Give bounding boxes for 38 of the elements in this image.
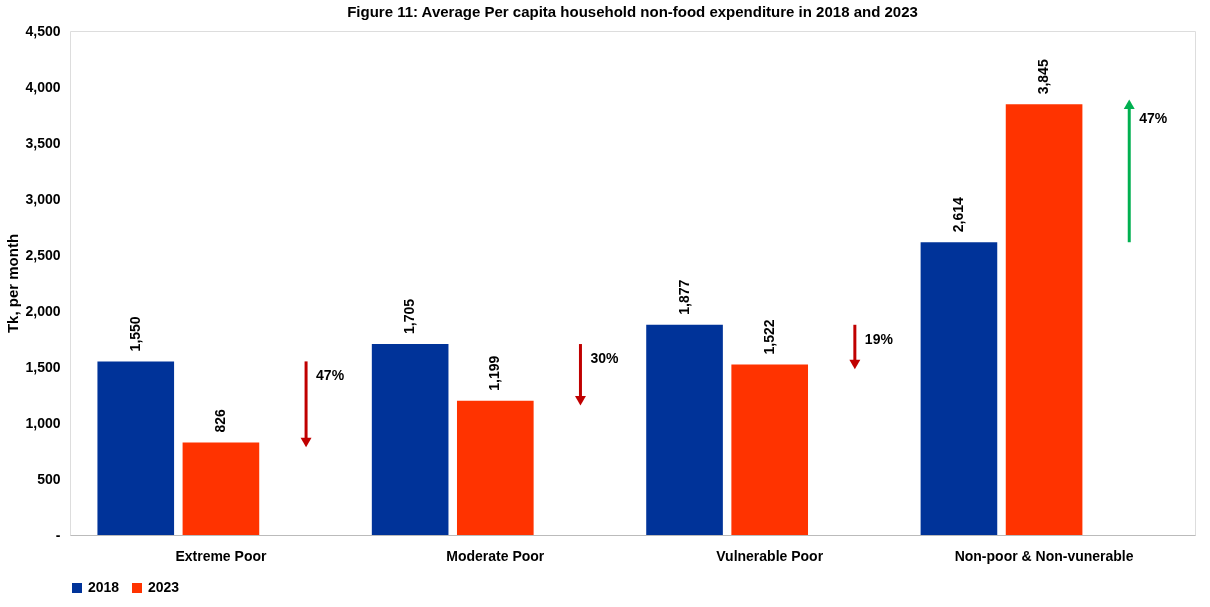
chart-title: Figure 11: Average Per capita household non-food expenditure in 2018 and 2023 bbox=[347, 3, 918, 20]
data-label: 1,522 bbox=[760, 319, 777, 355]
data-label: 1,199 bbox=[486, 355, 503, 391]
data-label: 1,705 bbox=[401, 298, 418, 335]
annotation: 30% bbox=[590, 350, 620, 367]
y-tick-label: 2,000 bbox=[25, 302, 61, 319]
y-tick-label: 4,500 bbox=[25, 22, 61, 39]
y-tick-label: 2,500 bbox=[25, 246, 61, 263]
bar bbox=[920, 242, 998, 535]
y-tick-label: 1,500 bbox=[25, 358, 61, 375]
x-tick-label: Non-poor & Non-vunerable bbox=[954, 547, 1134, 564]
y-tick-label: 4,000 bbox=[25, 78, 61, 95]
annotation: 47% bbox=[1139, 110, 1168, 127]
legend-label: 2023 bbox=[148, 579, 180, 595]
y-tick-label: - bbox=[55, 526, 61, 543]
bar bbox=[731, 364, 809, 535]
legend-label: 2018 bbox=[88, 579, 120, 595]
y-tick-label: 3,500 bbox=[25, 134, 61, 151]
data-label: 3,845 bbox=[1035, 59, 1052, 95]
y-tick-label: 500 bbox=[37, 470, 61, 487]
bar bbox=[97, 361, 175, 535]
x-tick-label: Extreme Poor bbox=[175, 547, 267, 564]
bar bbox=[646, 324, 723, 535]
data-label: 1,550 bbox=[126, 316, 143, 352]
y-axis-title: Tk, per month bbox=[4, 233, 22, 334]
x-tick-label: Vulnerable Poor bbox=[716, 547, 824, 564]
bar bbox=[371, 344, 449, 535]
annotation: 47% bbox=[316, 367, 345, 384]
y-tick-label: 3,000 bbox=[25, 190, 61, 207]
x-tick-label: Moderate Poor bbox=[446, 547, 545, 564]
y-tick-label: 1,000 bbox=[25, 414, 61, 431]
bar bbox=[456, 400, 534, 535]
bar bbox=[182, 442, 260, 535]
data-label: 826 bbox=[211, 408, 228, 433]
data-label: 2,614 bbox=[949, 196, 966, 233]
bar bbox=[1005, 104, 1083, 535]
annotation: 19% bbox=[864, 330, 894, 347]
data-label: 1,877 bbox=[675, 279, 692, 315]
